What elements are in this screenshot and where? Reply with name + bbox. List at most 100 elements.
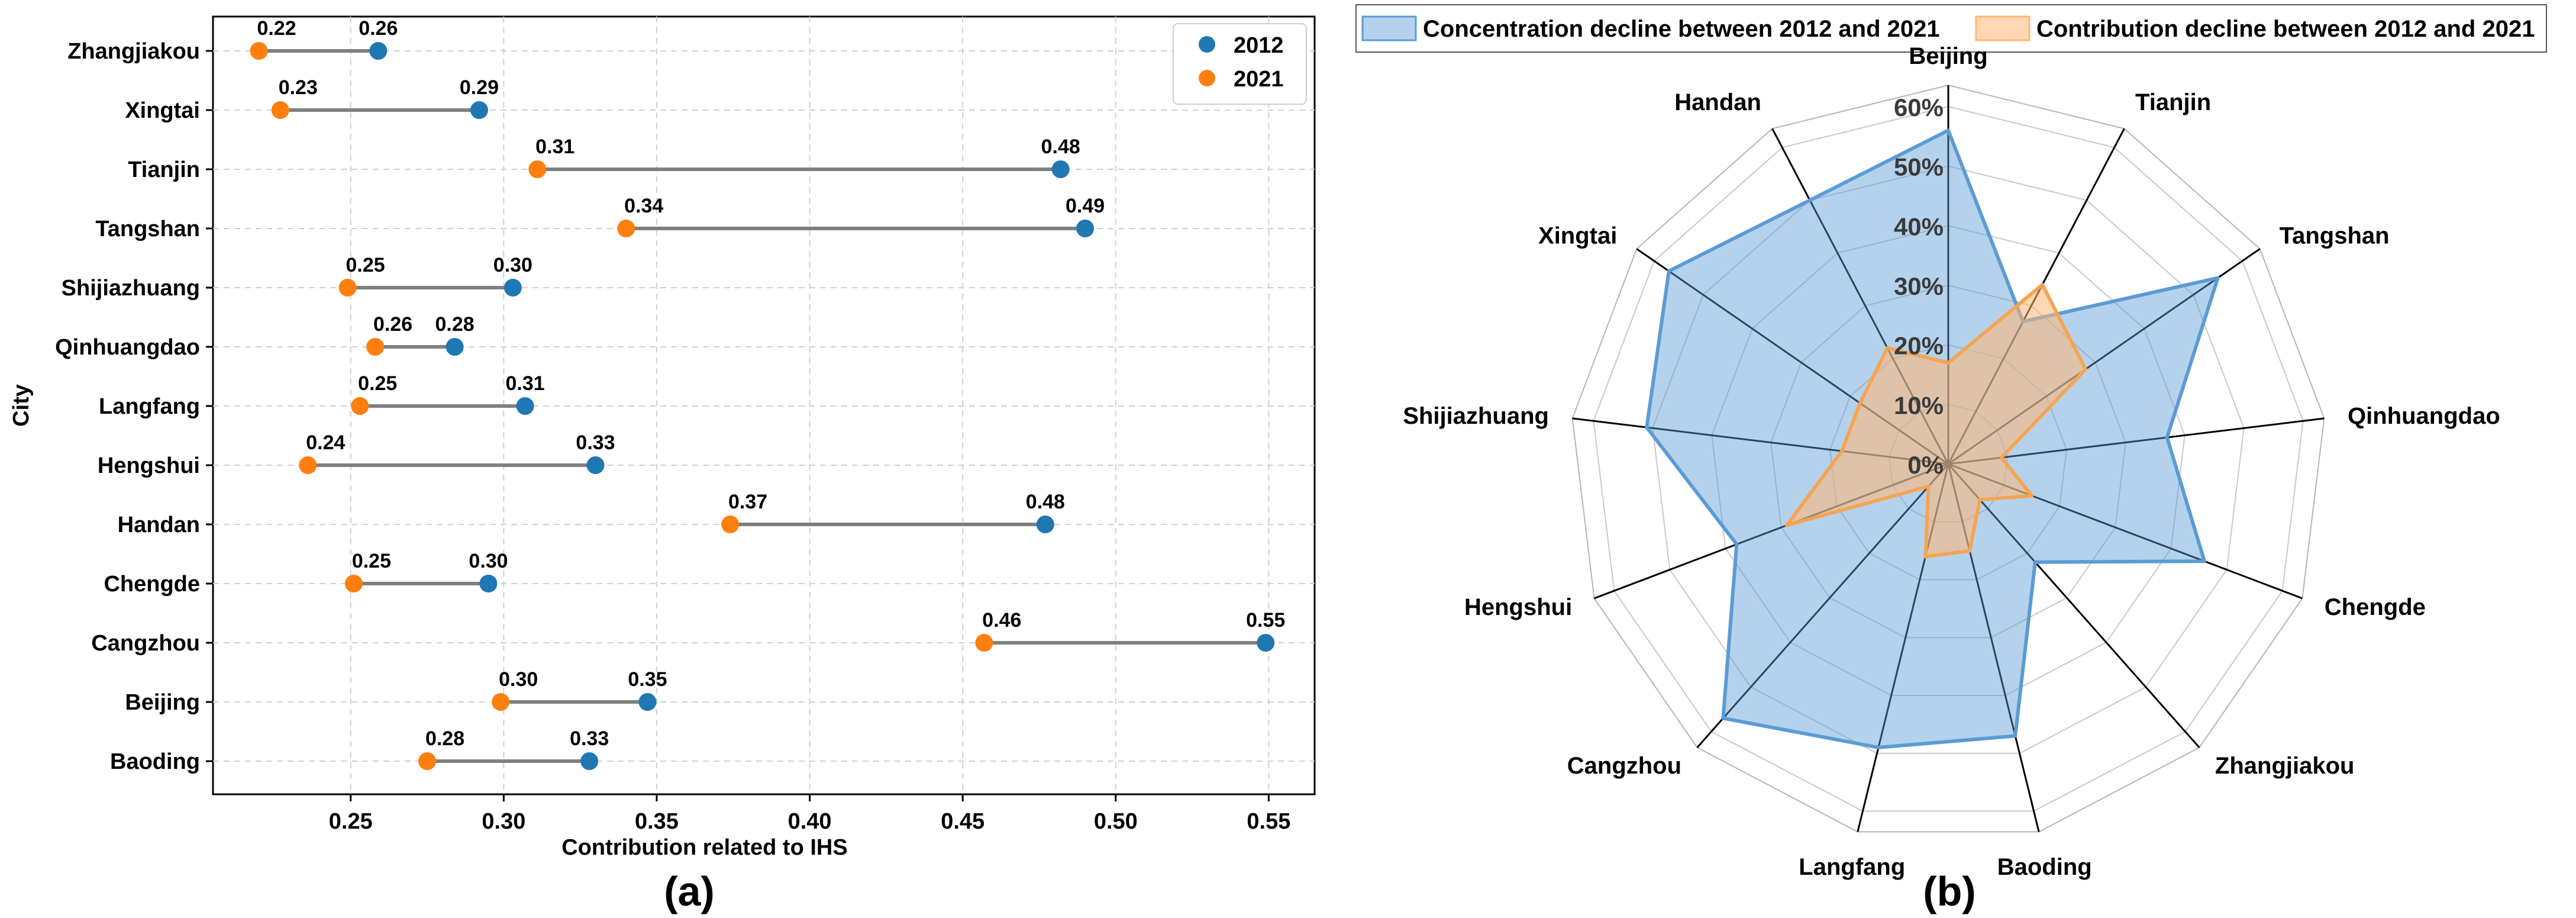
radar-ring <box>1770 284 2126 639</box>
point-2012 <box>470 101 488 119</box>
data-label-2021: 0.23 <box>279 76 318 99</box>
city-axis-label: Shijiazhuang <box>1403 403 1549 429</box>
data-label-2021: 0.46 <box>982 609 1021 632</box>
radial-tick-label: 0% <box>1907 451 1944 479</box>
point-2021 <box>338 279 357 297</box>
y-tick-label: Baoding <box>110 749 200 774</box>
point-2012 <box>516 397 534 415</box>
data-label-2012: 0.30 <box>493 254 532 276</box>
radar-series <box>1645 128 2220 749</box>
y-tick-label: Tangshan <box>95 217 200 241</box>
city-axis-label: Xingtai <box>1538 223 1617 249</box>
radial-tick-label: 10% <box>1894 391 1944 419</box>
y-tick-label: Beijing <box>125 690 200 715</box>
radar-spoke <box>1947 463 2200 749</box>
data-label-2012: 0.35 <box>628 668 667 691</box>
radial-tick-label: 40% <box>1894 212 1944 240</box>
data-label-2021: 0.30 <box>499 668 538 691</box>
data-label-2021: 0.22 <box>257 17 296 40</box>
data-label-2012: 0.48 <box>1026 491 1065 513</box>
radar-outer-ring <box>1571 84 2325 833</box>
radial-tick-label: 50% <box>1894 153 1944 181</box>
radar-legend: Concentration decline between 2012 and 2… <box>1355 4 2547 53</box>
panel-label-b: (b) <box>1923 868 1975 914</box>
x-tick-label: 0.35 <box>635 809 679 834</box>
y-tick-label: Hengshui <box>98 453 200 478</box>
radar-ring <box>1652 165 2245 754</box>
radar-series-contribution <box>1785 282 2087 559</box>
data-label-2021: 0.31 <box>535 136 574 158</box>
point-2021 <box>250 42 268 60</box>
point-2021 <box>366 338 385 356</box>
radial-tick-label: 20% <box>1894 332 1944 360</box>
city-axis-label: Zhangjiakou <box>2215 753 2355 779</box>
radar-spoke <box>1696 463 1949 749</box>
point-2012 <box>1051 160 1070 178</box>
point-2012 <box>503 279 522 297</box>
radar-ring <box>1593 105 2304 812</box>
data-label-2012: 0.29 <box>460 76 499 99</box>
point-2021 <box>271 101 289 119</box>
y-axis-label: City <box>9 384 34 427</box>
point-2021 <box>344 575 363 592</box>
y-tick-label: Handan <box>118 513 200 537</box>
point-2012 <box>446 338 464 356</box>
city-axis-label: Qinhuangdao <box>2348 403 2500 429</box>
point-2021 <box>351 397 369 415</box>
data-label-2012: 0.48 <box>1041 136 1080 158</box>
data-label-2021: 0.24 <box>306 431 345 454</box>
radar-spoke <box>1948 417 2325 465</box>
x-tick-labels: 0.25 0.30 0.35 0.40 0.45 0.50 0.55 <box>329 794 1290 834</box>
city-axis-label: Tangshan <box>2280 223 2390 249</box>
data-label-2021: 0.25 <box>346 254 385 276</box>
data-labels: 0.26 0.22 0.29 0.23 0.48 0.31 0.49 0.34 0.30 0.25… <box>257 17 1285 750</box>
data-label-2021: 0.28 <box>425 727 464 750</box>
data-label-2012: 0.31 <box>505 372 544 395</box>
y-tick-label: Cangzhou <box>91 631 200 656</box>
radar-legend-box <box>1355 4 2547 53</box>
point-2012 <box>638 693 657 711</box>
data-label-2021: 0.25 <box>358 372 397 395</box>
x-tick-label: 0.30 <box>482 809 525 834</box>
point-2021 <box>617 220 635 237</box>
point-2021 <box>721 516 740 533</box>
legend-label-2021: 2021 <box>1234 67 1284 92</box>
x-tick-label: 0.25 <box>329 809 373 834</box>
y-tick-label: Xingtai <box>125 98 200 123</box>
y-tick-label: Shijiazhuang <box>62 276 200 301</box>
y-tick-labels: Zhangjiakou Xingtai Tianjin Tangshan Shijiaz… <box>55 39 213 774</box>
y-tick-label: Langfang <box>99 394 200 419</box>
city-axis-label: Cangzhou <box>1567 753 1681 779</box>
data-label-2021: 0.34 <box>624 195 663 217</box>
data-label-2012: 0.26 <box>359 17 398 40</box>
city-axis-labels: Beijing Tianjin Tangshan Qinhuangdao Chengde… <box>1403 43 2500 880</box>
point-2021 <box>418 752 437 770</box>
data-label-2021: 0.37 <box>728 491 767 513</box>
y-tick-label: Chengde <box>104 572 200 597</box>
panel-label-a: (a) <box>664 868 715 914</box>
legend-swatch-concentration <box>1361 15 1417 41</box>
point-2012 <box>580 752 599 770</box>
radar-ring <box>1711 225 2186 696</box>
x-tick-label: 0.40 <box>788 809 832 834</box>
legend-marker-2012 <box>1199 36 1215 53</box>
point-2021 <box>528 160 547 178</box>
data-label-2012: 0.33 <box>576 431 615 454</box>
y-tick-label: Qinhuangdao <box>55 335 200 360</box>
legend: 2012 2021 <box>1173 23 1307 105</box>
city-axis-label: Beijing <box>1909 43 1987 69</box>
city-axis-label: Tianjin <box>2135 89 2211 115</box>
legend-label-contribution: Contribution decline between 2012 and 20… <box>2036 16 2535 42</box>
point-2012 <box>479 575 498 592</box>
x-axis-label: Contribution related to IHS <box>561 835 847 860</box>
city-axis-label: Baoding <box>1997 854 2092 880</box>
point-2021 <box>492 693 510 711</box>
data-label-2012: 0.55 <box>1246 609 1285 632</box>
data-points <box>250 42 1275 770</box>
data-label-2021: 0.26 <box>373 313 412 336</box>
legend-label-2012: 2012 <box>1234 33 1284 58</box>
dumbbell-chart-panel: 0.260.220.290.230.480.310.490.340.300.25… <box>9 15 1316 914</box>
point-2012 <box>586 456 605 474</box>
point-2012 <box>1076 220 1095 237</box>
